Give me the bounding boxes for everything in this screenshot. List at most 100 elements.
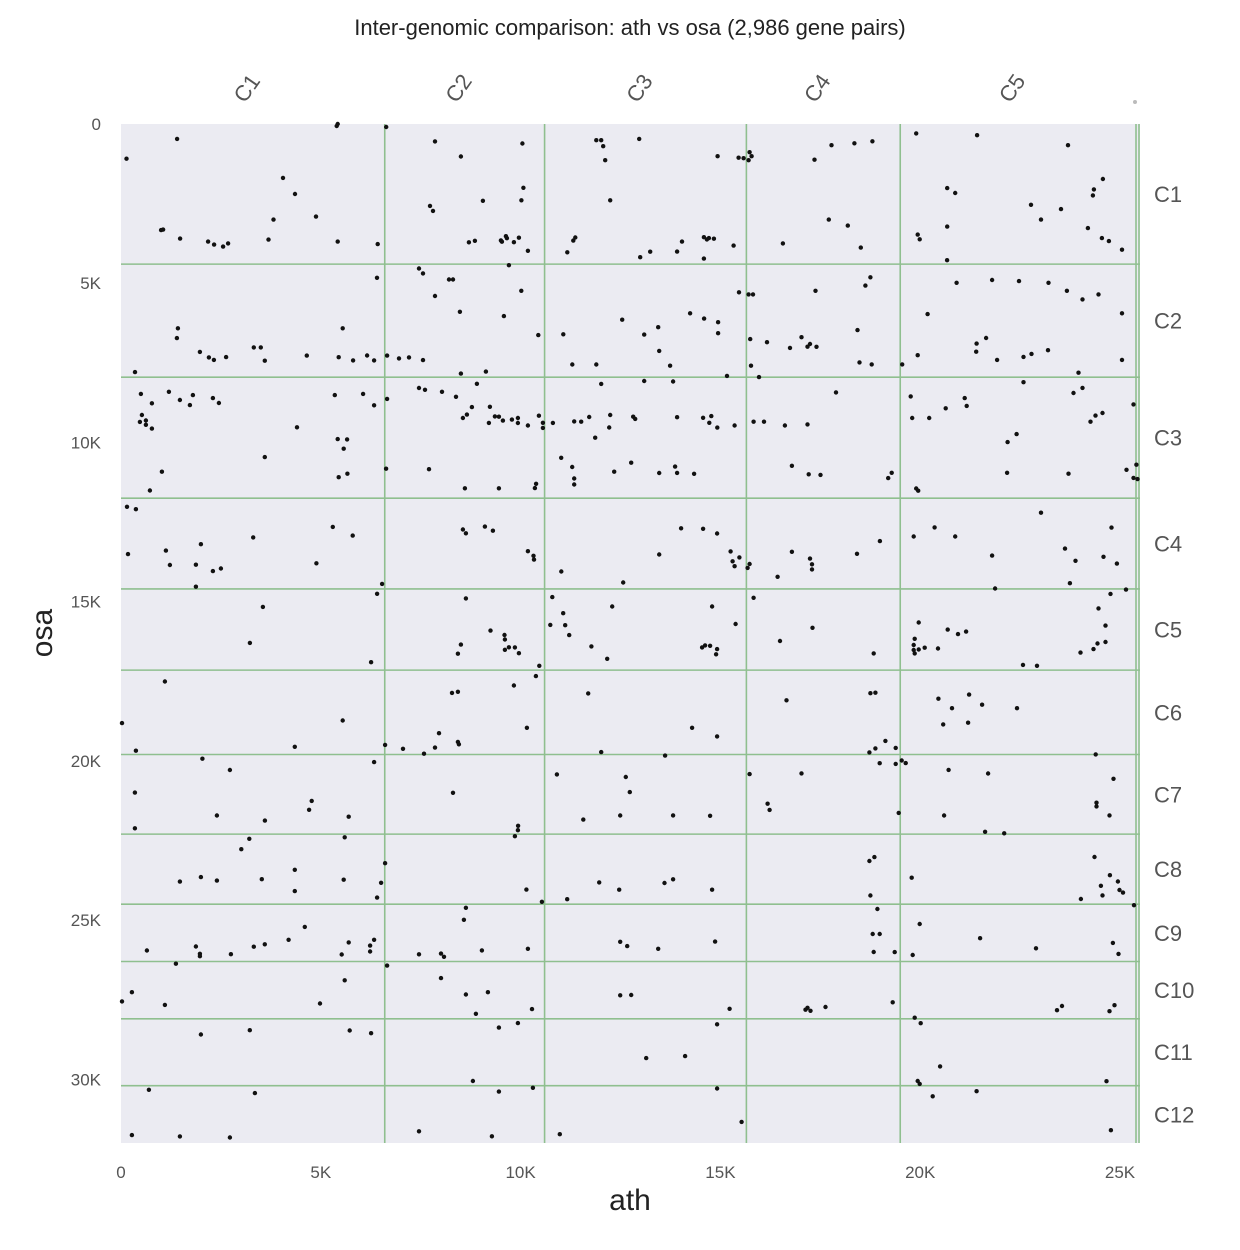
gene-pair-point: [567, 632, 572, 638]
gene-pair-point: [488, 628, 493, 633]
gene-pair-point: [536, 332, 541, 338]
gene-pair-point: [994, 357, 1000, 363]
gene-pair-point: [496, 486, 502, 491]
x-chromosome-label: C4: [799, 69, 836, 106]
gene-pair-point: [367, 943, 373, 948]
gene-pair-point: [502, 647, 508, 652]
gene-pair-point: [396, 356, 402, 361]
gene-pair-point: [809, 567, 815, 572]
gene-pair-point: [983, 335, 989, 341]
gene-pair-point: [724, 373, 730, 379]
gene-pair-point: [869, 362, 874, 367]
gene-pair-point: [711, 236, 717, 241]
gene-pair-point: [699, 645, 705, 650]
gene-pair-point: [893, 745, 898, 751]
gene-pair-point: [438, 951, 444, 956]
x-axis-ticks: 0 5K 10K 15K 20K 25K: [116, 1163, 1136, 1182]
gene-pair-point: [159, 469, 165, 474]
gene-pair-point: [450, 790, 456, 795]
gene-pair-point: [533, 673, 539, 679]
gene-pair-point: [941, 813, 947, 818]
gene-pair-point: [520, 141, 525, 146]
gene-pair-point: [883, 738, 888, 744]
gene-pair-point: [871, 949, 876, 955]
gene-pair-point: [805, 1005, 810, 1010]
gene-pair-point: [227, 1135, 233, 1140]
gene-pair-point: [818, 472, 823, 478]
gene-pair-point: [737, 555, 742, 560]
gene-pair-point: [262, 818, 268, 823]
gene-pair-point: [674, 470, 680, 476]
gene-pair-point: [227, 767, 233, 773]
gene-pair-point: [292, 867, 297, 872]
gene-pair-point: [304, 353, 309, 358]
gene-pair-point: [875, 906, 880, 912]
gene-pair-point: [340, 326, 345, 331]
gene-pair-point: [1107, 1009, 1112, 1014]
gene-pair-point: [812, 157, 817, 162]
gene-pair-point: [672, 464, 678, 469]
gene-pair-point: [1134, 462, 1139, 467]
gene-pair-point: [368, 660, 374, 665]
gene-pair-point: [474, 381, 480, 386]
gene-pair-point: [138, 391, 144, 397]
gene-pair-point: [751, 419, 756, 424]
gene-pair-point: [162, 679, 168, 684]
gene-pair-point: [133, 748, 139, 753]
gene-pair-point: [367, 949, 373, 954]
gene-pair-point: [1112, 1003, 1117, 1008]
gene-pair-point: [496, 1089, 502, 1094]
gene-pair-point: [858, 245, 863, 250]
gene-pair-point: [554, 772, 560, 777]
gene-pair-point: [119, 999, 125, 1004]
gene-pair-point: [251, 345, 256, 350]
gene-pair-point: [198, 874, 204, 880]
gene-pair-point: [1104, 1079, 1109, 1084]
gene-pair-point: [252, 1090, 258, 1096]
gene-pair-point: [149, 401, 155, 406]
gene-pair-point: [714, 531, 720, 536]
gene-pair-point: [247, 1028, 252, 1033]
gene-pair-point: [764, 340, 770, 345]
gene-pair-point: [918, 1021, 923, 1026]
gene-pair-point: [629, 992, 634, 998]
gene-pair-point: [747, 561, 752, 567]
gene-pair-point: [916, 620, 921, 625]
gene-pair-point: [911, 647, 916, 653]
gene-pair-point: [132, 826, 138, 831]
gene-pair-point: [1107, 873, 1113, 878]
gene-pair-point: [749, 154, 754, 159]
gene-pair-point: [714, 1022, 720, 1027]
gene-pair-point: [197, 349, 203, 355]
gene-pair-point: [657, 470, 662, 476]
gene-pair-point: [930, 1094, 935, 1099]
gene-pair-point: [124, 156, 129, 161]
gene-pair-point: [1046, 280, 1051, 285]
gene-pair-point: [966, 692, 972, 697]
gene-pair-point: [1114, 561, 1120, 566]
gene-pair-point: [177, 397, 183, 403]
gene-pair-point: [679, 239, 685, 244]
gene-pair-point: [912, 651, 917, 656]
gene-pair-point: [175, 326, 181, 331]
gene-pair-point: [335, 121, 340, 127]
gene-pair-point: [463, 531, 469, 536]
y-axis-title: osa: [26, 609, 59, 658]
gene-pair-point: [206, 355, 212, 360]
gene-pair-point: [464, 412, 470, 417]
gene-pair-point: [889, 470, 894, 475]
gene-pair-point: [457, 309, 463, 314]
gene-pair-point: [633, 416, 638, 422]
gene-pair-point: [868, 275, 873, 280]
gene-pair-point: [561, 332, 566, 337]
y-chromosome-label: C9: [1154, 921, 1182, 946]
gene-pair-point: [400, 746, 406, 751]
gene-pair-point: [1080, 385, 1085, 391]
y-chromosome-labels: C1 C2 C3 C4 C5 C6 C7 C8 C9 C10 C11 C12: [1154, 182, 1194, 1127]
gene-pair-point: [809, 562, 815, 567]
y-chromosome-label: C1: [1154, 182, 1182, 207]
gene-pair-point: [599, 381, 604, 387]
gene-pair-point: [656, 946, 661, 951]
gene-pair-point: [674, 249, 680, 254]
gene-pair-point: [371, 759, 377, 765]
